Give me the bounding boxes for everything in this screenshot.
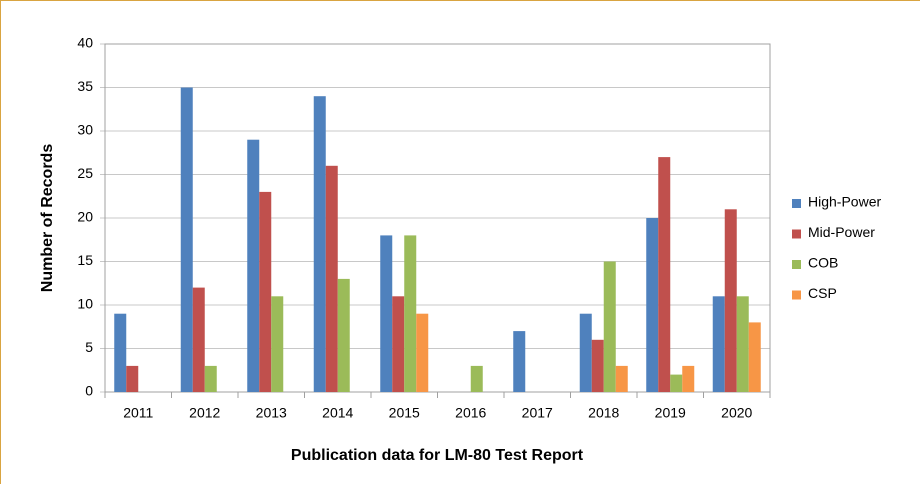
- bar: [404, 235, 417, 392]
- x-tick-label: 2013: [256, 405, 287, 421]
- bar: [114, 313, 127, 392]
- bar: [748, 322, 761, 392]
- bar: [392, 296, 405, 392]
- bar: [126, 365, 139, 392]
- bar: [271, 296, 284, 392]
- y-tick-label: 35: [77, 78, 93, 94]
- legend-swatch: [792, 290, 801, 300]
- bar: [712, 296, 725, 392]
- legend-swatch: [792, 260, 801, 269]
- bar: [380, 235, 393, 392]
- y-tick-label: 40: [77, 35, 93, 51]
- y-tick-label: 15: [77, 252, 93, 268]
- x-tick-label: 2011: [123, 405, 153, 421]
- bar: [603, 261, 616, 392]
- x-tick-label: 2018: [588, 405, 619, 421]
- legend-label: Mid-Power: [808, 224, 875, 240]
- legend-swatch: [792, 199, 801, 208]
- y-tick-label: 30: [77, 122, 93, 138]
- y-tick-label: 25: [77, 165, 93, 181]
- x-tick-label: 2015: [389, 405, 420, 421]
- x-axis-title: Publication data for LM-80 Test Report: [291, 447, 584, 464]
- bar: [180, 87, 193, 392]
- bar: [204, 365, 217, 392]
- y-tick-label: 0: [85, 383, 93, 399]
- bar: [192, 287, 205, 392]
- x-tick-label: 2014: [322, 405, 353, 421]
- bar: [513, 331, 526, 392]
- legend-label: COB: [808, 255, 838, 271]
- bar: [724, 209, 737, 392]
- bar: [670, 374, 683, 392]
- x-tick-label: 2017: [522, 405, 553, 421]
- bar: [682, 365, 695, 392]
- x-tick-label: 2012: [189, 405, 220, 421]
- bar: [658, 157, 671, 392]
- x-tick-label: 2020: [721, 405, 752, 421]
- y-tick-label: 10: [77, 296, 93, 312]
- bar: [470, 365, 483, 392]
- legend-label: High-Power: [808, 194, 881, 210]
- bar: [579, 313, 592, 392]
- bar: [247, 139, 260, 392]
- x-tick-label: 2019: [655, 405, 686, 421]
- bar: [337, 278, 350, 392]
- x-tick-label: 2016: [455, 405, 486, 421]
- bar: [646, 218, 659, 392]
- bar: [313, 96, 326, 392]
- bar: [416, 313, 429, 392]
- bar: [615, 365, 628, 392]
- bar: [325, 165, 338, 392]
- y-tick-label: 20: [77, 209, 93, 225]
- bar: [591, 339, 604, 392]
- legend-label: CSP: [808, 285, 837, 301]
- y-axis-title: Number of Records: [39, 144, 56, 293]
- y-tick-label: 5: [85, 339, 93, 355]
- bar: [736, 296, 749, 392]
- legend-swatch: [792, 229, 801, 239]
- bar: [259, 191, 272, 392]
